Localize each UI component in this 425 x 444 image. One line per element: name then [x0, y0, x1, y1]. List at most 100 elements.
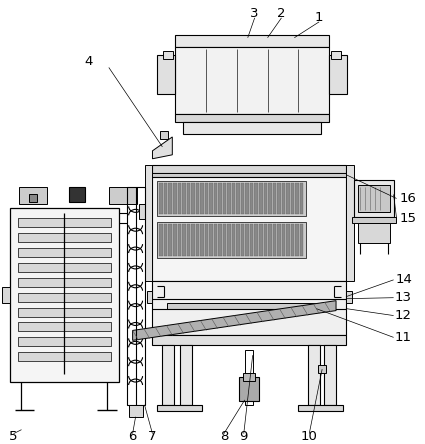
- Bar: [255, 224, 258, 256]
- Bar: [358, 223, 390, 243]
- Bar: [17, 308, 111, 317]
- Text: 1: 1: [315, 12, 323, 24]
- Text: 5: 5: [9, 430, 18, 443]
- Bar: [346, 165, 354, 281]
- Bar: [214, 182, 217, 214]
- Bar: [241, 224, 244, 256]
- Bar: [346, 291, 352, 303]
- Bar: [173, 224, 176, 256]
- Bar: [182, 182, 186, 214]
- Text: 9: 9: [240, 430, 248, 443]
- Bar: [205, 182, 208, 214]
- Bar: [227, 182, 231, 214]
- Text: 2: 2: [277, 8, 286, 20]
- Bar: [250, 224, 253, 256]
- Bar: [178, 224, 181, 256]
- Bar: [17, 278, 111, 287]
- Bar: [329, 55, 347, 94]
- Text: 11: 11: [395, 331, 412, 344]
- Bar: [218, 182, 222, 214]
- Bar: [245, 224, 249, 256]
- Bar: [268, 224, 272, 256]
- Bar: [291, 182, 294, 214]
- Bar: [232, 224, 235, 256]
- Bar: [17, 322, 111, 331]
- Bar: [17, 352, 111, 361]
- Bar: [153, 177, 346, 281]
- Bar: [358, 185, 390, 212]
- Text: 13: 13: [395, 291, 412, 304]
- Text: 10: 10: [301, 430, 317, 443]
- Bar: [163, 51, 173, 59]
- Bar: [352, 217, 396, 223]
- Bar: [272, 182, 276, 214]
- Bar: [308, 345, 320, 405]
- Bar: [200, 224, 204, 256]
- Bar: [175, 47, 329, 114]
- Bar: [168, 182, 172, 214]
- Bar: [300, 182, 303, 214]
- Bar: [109, 186, 136, 204]
- Polygon shape: [133, 301, 336, 341]
- Bar: [298, 405, 343, 411]
- Bar: [160, 131, 168, 139]
- Bar: [196, 182, 199, 214]
- Bar: [153, 335, 346, 345]
- Bar: [286, 224, 290, 256]
- Bar: [164, 224, 167, 256]
- Bar: [243, 373, 255, 381]
- Bar: [162, 345, 174, 405]
- Bar: [331, 51, 341, 59]
- Bar: [291, 224, 294, 256]
- Bar: [178, 182, 181, 214]
- Text: 6: 6: [128, 430, 137, 443]
- Bar: [245, 182, 249, 214]
- Text: 16: 16: [400, 192, 417, 205]
- Bar: [153, 281, 346, 335]
- Bar: [282, 224, 285, 256]
- Bar: [264, 182, 267, 214]
- Bar: [277, 182, 280, 214]
- Bar: [300, 224, 303, 256]
- Bar: [159, 224, 163, 256]
- Text: 4: 4: [85, 55, 93, 68]
- Bar: [236, 224, 240, 256]
- Bar: [157, 405, 202, 411]
- Bar: [175, 35, 329, 47]
- Bar: [295, 182, 299, 214]
- Bar: [157, 55, 175, 94]
- Bar: [17, 233, 111, 242]
- Bar: [324, 345, 336, 405]
- Bar: [17, 293, 111, 301]
- Text: 7: 7: [148, 430, 157, 443]
- Bar: [239, 377, 259, 401]
- Bar: [354, 180, 394, 217]
- Text: 3: 3: [250, 8, 259, 20]
- Bar: [214, 224, 217, 256]
- Bar: [153, 173, 346, 177]
- Bar: [183, 122, 321, 134]
- Bar: [153, 165, 346, 173]
- Bar: [268, 182, 272, 214]
- Bar: [264, 224, 267, 256]
- Bar: [259, 224, 263, 256]
- Bar: [129, 405, 142, 417]
- Bar: [205, 224, 208, 256]
- Text: 14: 14: [395, 274, 412, 286]
- Text: 12: 12: [395, 309, 412, 322]
- Text: 15: 15: [400, 212, 417, 225]
- Bar: [157, 181, 306, 216]
- Bar: [318, 365, 326, 373]
- Bar: [139, 204, 145, 219]
- Bar: [255, 182, 258, 214]
- Bar: [168, 224, 172, 256]
- Bar: [236, 182, 240, 214]
- Bar: [282, 182, 285, 214]
- Bar: [295, 224, 299, 256]
- Bar: [157, 222, 306, 258]
- Bar: [17, 248, 111, 257]
- Bar: [10, 208, 119, 382]
- Bar: [187, 224, 190, 256]
- Bar: [209, 224, 213, 256]
- Bar: [180, 345, 192, 405]
